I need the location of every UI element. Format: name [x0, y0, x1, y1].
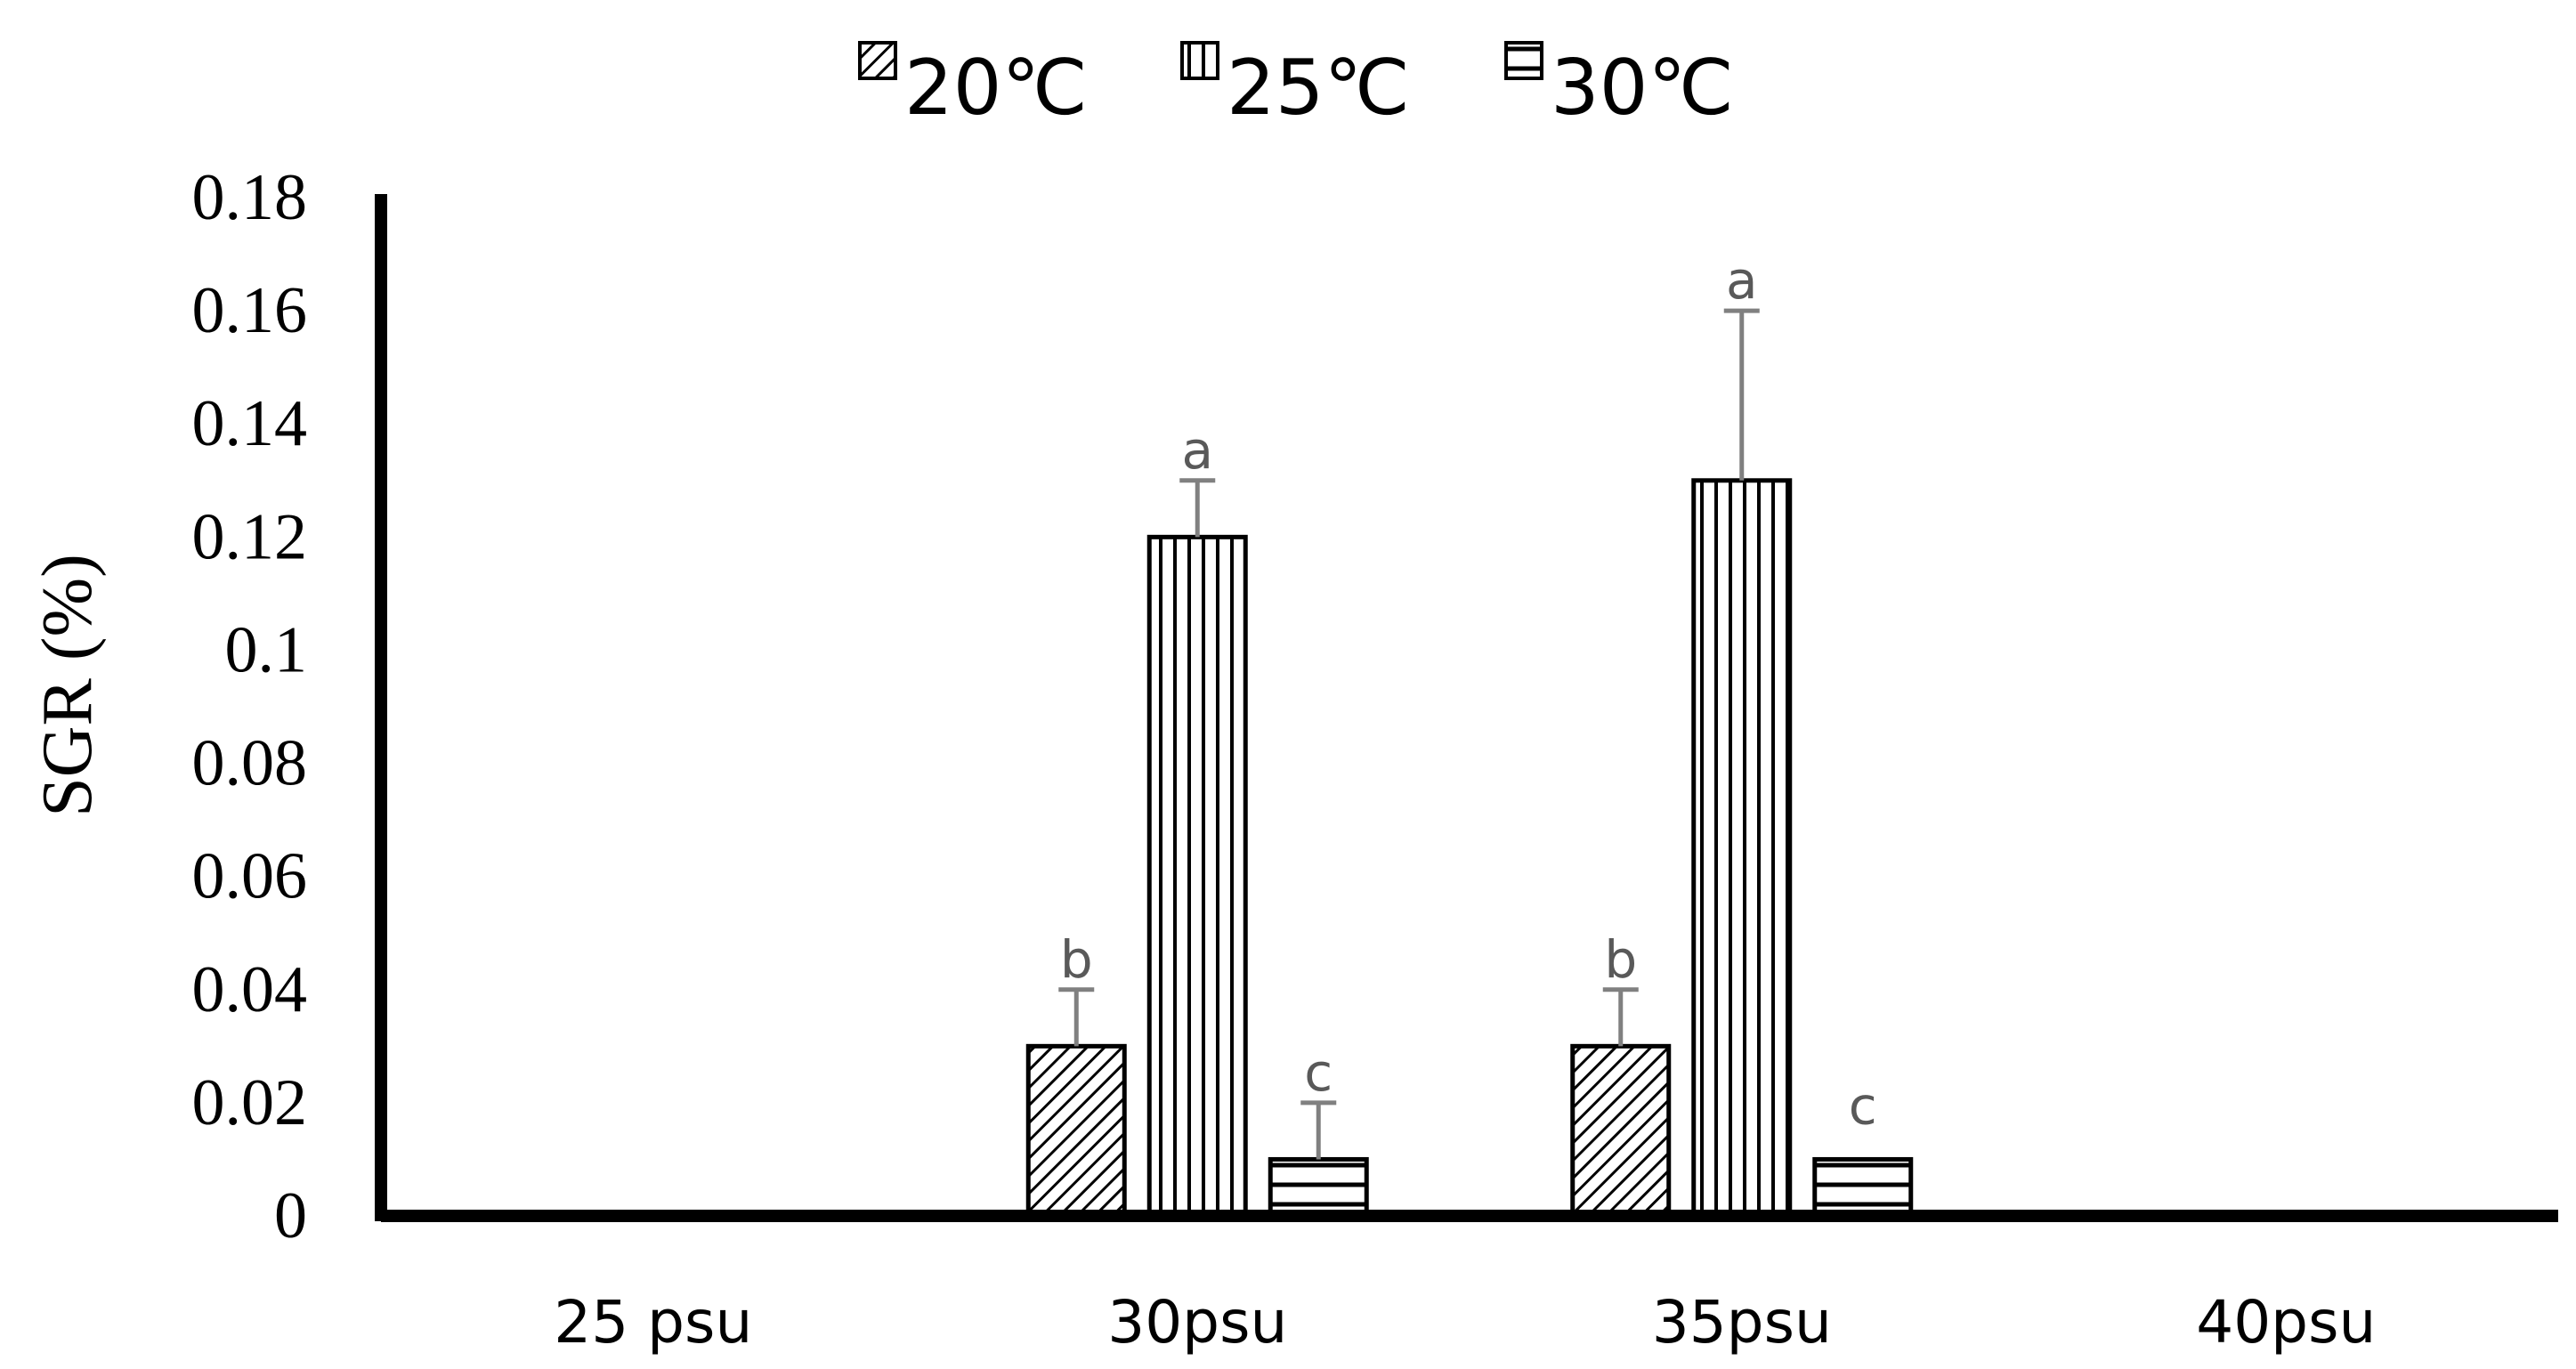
- x-category-label: 30psu: [1107, 1288, 1287, 1357]
- significance-label: b: [1604, 929, 1637, 990]
- significance-label: a: [1726, 250, 1758, 311]
- y-tick-label: 0.04: [192, 953, 308, 1026]
- x-category-label: 40psu: [2196, 1288, 2376, 1357]
- bar: [1146, 534, 1248, 1219]
- bar: [1268, 1156, 1369, 1219]
- significance-labels: b b a a c c: [1060, 250, 1877, 1136]
- legend-label: 25℃: [1227, 44, 1410, 133]
- significance-label: c: [1304, 1042, 1333, 1103]
- y-tick-label: 0.1: [225, 613, 308, 686]
- bar: [1570, 1043, 1672, 1219]
- legend-swatch: [1180, 41, 1219, 80]
- x-category-label: 35psu: [1652, 1288, 1832, 1357]
- y-tick-label: 0.12: [192, 500, 308, 573]
- bar: [1812, 1156, 1914, 1219]
- y-tick-label: 0.18: [192, 161, 308, 234]
- significance-label: c: [1849, 1075, 1877, 1136]
- y-tick-label: 0.06: [192, 840, 308, 913]
- x-category-label: 25 psu: [554, 1288, 752, 1357]
- y-tick-label: 0.08: [192, 727, 308, 800]
- bars: [1025, 478, 1914, 1219]
- y-tick-label: 0.02: [192, 1066, 308, 1139]
- bar: [1691, 478, 1793, 1219]
- legend-label: 20℃: [904, 44, 1088, 133]
- legend-swatch: [1504, 41, 1543, 80]
- significance-label: b: [1060, 929, 1093, 990]
- significance-label: a: [1181, 420, 1213, 481]
- y-tick-label: 0.14: [192, 387, 308, 460]
- bar: [1025, 1043, 1127, 1219]
- legend-swatch: [858, 41, 897, 80]
- legend: 20℃ 25℃ 30℃: [858, 41, 1734, 133]
- error-bars: [1058, 308, 1760, 1160]
- y-tick-label: 0: [274, 1179, 307, 1252]
- y-axis-label: SGR (%): [28, 554, 107, 817]
- legend-label: 30℃: [1551, 44, 1734, 133]
- x-axis-categories: 25 psu 30psu 35psu 40psu: [554, 1288, 2376, 1357]
- y-axis-ticks: 0 0.02 0.04 0.06 0.08 0.1 0.12 0.14 0.16 0.18: [192, 161, 308, 1252]
- y-tick-label: 0.16: [192, 274, 308, 347]
